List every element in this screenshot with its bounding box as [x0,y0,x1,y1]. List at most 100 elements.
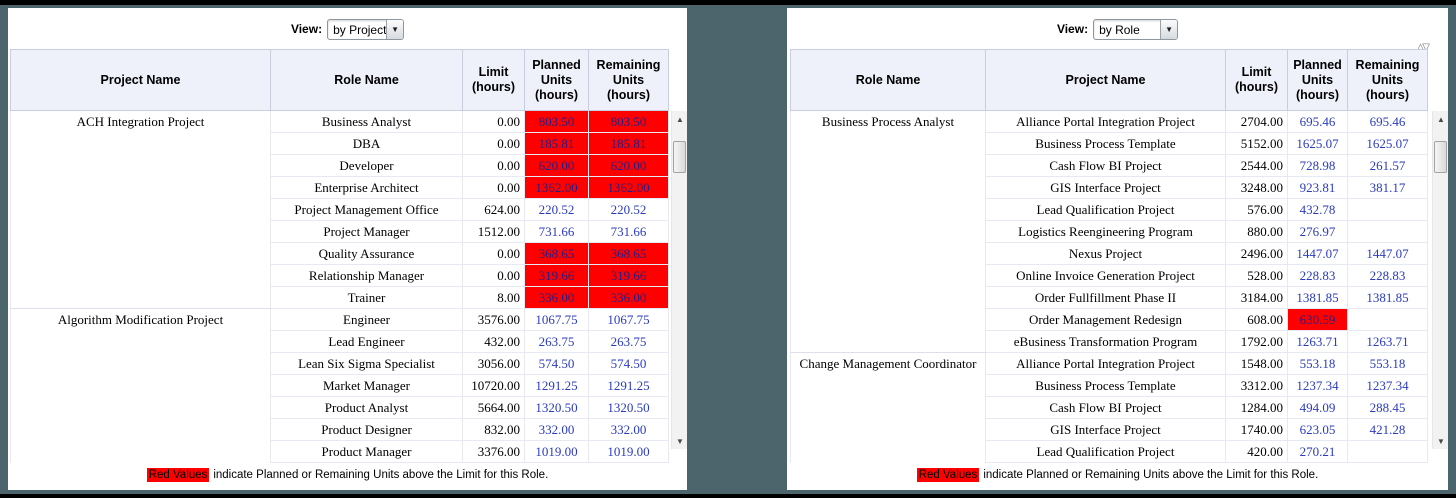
planned-units-cell[interactable]: 1381.85 [1287,286,1348,309]
planned-units-cell[interactable]: 553.18 [1287,352,1348,375]
remaining-units-cell[interactable] [1347,198,1428,221]
column-header-limit[interactable]: Limit (hours) [1225,49,1288,111]
view-toolbar: View: by Role ▼ [787,8,1448,48]
scroll-down-icon[interactable]: ▼ [676,436,684,446]
planned-units-cell[interactable]: 228.83 [1287,264,1348,287]
planned-units-cell[interactable]: 220.52 [524,198,589,221]
detail-name-cell: Quality Assurance [270,242,463,265]
planned-units-cell[interactable]: 630.59 [1287,308,1348,331]
remaining-units-cell[interactable]: 1320.50 [588,396,669,419]
planned-units-cell[interactable]: 574.50 [524,352,589,375]
group-name-cell [790,440,986,463]
column-header-project-name[interactable]: Project Name [10,49,271,111]
planned-units-cell[interactable]: 731.66 [524,220,589,243]
planned-units-cell[interactable]: 695.46 [1287,111,1348,133]
planned-units-cell[interactable]: 728.98 [1287,154,1348,177]
remaining-units-cell[interactable]: 381.17 [1347,176,1428,199]
planned-units-cell[interactable]: 263.75 [524,330,589,353]
planned-units-cell[interactable]: 1263.71 [1287,330,1348,353]
planned-units-cell[interactable]: 923.81 [1287,176,1348,199]
planned-units-cell[interactable]: 1320.50 [524,396,589,419]
planned-units-cell[interactable]: 276.97 [1287,220,1348,243]
remaining-units-cell[interactable] [1347,440,1428,463]
table-row: eBusiness Transformation Program 1792.00 1… [790,330,1428,353]
remaining-units-cell[interactable]: 1291.25 [588,374,669,397]
remaining-units-cell[interactable]: 1263.71 [1347,330,1428,353]
chevron-down-icon[interactable]: ▼ [1160,19,1178,39]
remaining-units-cell[interactable]: 368.65 [588,242,669,265]
column-header-planned-units[interactable]: Planned Units (hours) [524,49,589,111]
remaining-units-cell[interactable]: 1067.75 [588,308,669,331]
planned-units-cell[interactable]: 432.78 [1287,198,1348,221]
remaining-units-cell[interactable]: 574.50 [588,352,669,375]
scrollbar-thumb[interactable] [673,141,686,173]
remaining-units-cell[interactable]: 336.00 [588,286,669,309]
view-select[interactable]: by Role ▼ [1093,18,1179,40]
remaining-units-cell[interactable]: 1447.07 [1347,242,1428,265]
remaining-units-cell[interactable]: 220.52 [588,198,669,221]
limit-cell: 0.00 [462,176,525,199]
remaining-units-cell[interactable]: 1019.00 [588,440,669,463]
remaining-units-cell[interactable]: 1625.07 [1347,132,1428,155]
remaining-units-cell[interactable]: 1237.34 [1347,374,1428,397]
detail-name-cell: Product Manager [270,440,463,463]
planned-units-cell[interactable]: 1237.34 [1287,374,1348,397]
remaining-units-cell[interactable]: 1362.00 [588,176,669,199]
vertical-scrollbar[interactable]: ▲ ▼ [671,111,687,449]
planned-units-cell[interactable]: 1447.07 [1287,242,1348,265]
sort-arrows-icon[interactable]: △▽ [1416,42,1430,53]
remaining-units-cell[interactable]: 695.46 [1347,111,1428,133]
column-header-project-name[interactable]: Project Name [985,49,1226,111]
planned-units-cell[interactable]: 185.81 [524,132,589,155]
remaining-units-cell[interactable]: 319.66 [588,264,669,287]
view-select-value: by Role [1099,22,1140,37]
scroll-down-icon[interactable]: ▼ [1437,436,1445,446]
remaining-units-cell[interactable]: 263.75 [588,330,669,353]
detail-name-cell: Project Management Office [270,198,463,221]
limit-cell: 5664.00 [462,396,525,419]
planned-units-cell[interactable]: 1019.00 [524,440,589,463]
column-header-planned-units[interactable]: Planned Units (hours) [1287,49,1348,111]
planned-units-cell[interactable]: 623.05 [1287,418,1348,441]
planned-units-cell[interactable]: 1625.07 [1287,132,1348,155]
planned-units-cell[interactable]: 332.00 [524,418,589,441]
planned-units-cell[interactable]: 336.00 [524,286,589,309]
planned-units-cell[interactable]: 620.00 [524,154,589,177]
planned-units-cell[interactable]: 368.65 [524,242,589,265]
remaining-units-cell[interactable]: 288.45 [1347,396,1428,419]
planned-units-cell[interactable]: 270.21 [1287,440,1348,463]
column-header-remaining-units[interactable]: Remaining Units (hours) [588,49,669,111]
scroll-up-icon[interactable]: ▲ [676,114,684,124]
remaining-units-cell[interactable] [1347,220,1428,243]
remaining-units-cell[interactable]: 731.66 [588,220,669,243]
column-header-role-name[interactable]: Role Name [270,49,463,111]
scroll-up-icon[interactable]: ▲ [1437,114,1445,124]
column-header-role-name[interactable]: Role Name [790,49,986,111]
remaining-units-cell[interactable]: 185.81 [588,132,669,155]
remaining-units-cell[interactable]: 228.83 [1347,264,1428,287]
view-select-value: by Project [333,22,387,37]
column-header-limit[interactable]: Limit (hours) [462,49,525,111]
planned-units-cell[interactable]: 319.66 [524,264,589,287]
planned-units-cell[interactable]: 1291.25 [524,374,589,397]
remaining-units-cell[interactable]: 553.18 [1347,352,1428,375]
planned-units-cell[interactable]: 803.50 [524,111,589,133]
remaining-units-cell[interactable]: 332.00 [588,418,669,441]
remaining-units-cell[interactable]: 261.57 [1347,154,1428,177]
column-header-remaining-units[interactable]: Remaining Units (hours) [1347,49,1428,111]
remaining-units-cell[interactable] [1347,308,1428,331]
by-role-table: Business Process Analyst Alliance Portal … [790,111,1428,463]
vertical-scrollbar[interactable]: ▲ ▼ [1432,111,1448,449]
table-row: Enterprise Architect 0.00 1362.00 1362.00 [10,176,669,199]
remaining-units-cell[interactable]: 1381.85 [1347,286,1428,309]
remaining-units-cell[interactable]: 620.00 [588,154,669,177]
planned-units-cell[interactable]: 494.09 [1287,396,1348,419]
remaining-units-cell[interactable]: 421.28 [1347,418,1428,441]
planned-units-cell[interactable]: 1362.00 [524,176,589,199]
planned-units-cell[interactable]: 1067.75 [524,308,589,331]
scrollbar-thumb[interactable] [1434,141,1447,173]
table-row: Order Fullfillment Phase II 3184.00 1381.8… [790,286,1428,309]
remaining-units-cell[interactable]: 803.50 [588,111,669,133]
view-select[interactable]: by Project ▼ [327,18,405,40]
chevron-down-icon[interactable]: ▼ [386,19,404,39]
